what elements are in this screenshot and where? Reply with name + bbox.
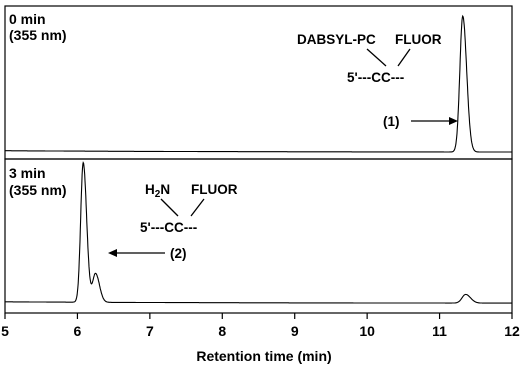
x-tick-label: 6 bbox=[74, 323, 82, 339]
bottom-left-group-label: H2N bbox=[145, 182, 170, 200]
x-tick-label: 9 bbox=[291, 323, 299, 339]
trace-0-min bbox=[5, 14, 512, 153]
x-tick-label: 5 bbox=[1, 323, 9, 339]
bottom-wavelength-label: (355 nm) bbox=[9, 182, 67, 198]
x-axis-ticks: 5 6 7 8 9 10 11 12 bbox=[1, 313, 520, 339]
top-left-group-label: DABSYL-PC bbox=[297, 32, 376, 47]
bottom-compound-label: (2) bbox=[170, 246, 187, 261]
bottom-strand-label: 5'---CC--- bbox=[140, 220, 197, 235]
bottom-arrow-head bbox=[108, 249, 117, 257]
x-tick-label: 12 bbox=[504, 323, 520, 339]
x-tick-label: 11 bbox=[432, 323, 447, 339]
bottom-right-group-label: FLUOR bbox=[191, 182, 238, 197]
x-tick-label: 7 bbox=[146, 323, 154, 339]
top-time-label: 0 min bbox=[9, 11, 46, 27]
trace-3-min bbox=[5, 161, 512, 304]
x-tick-label: 10 bbox=[359, 323, 375, 339]
top-strand-label: 5'---CC--- bbox=[347, 70, 404, 85]
x-axis-title: Retention time (min) bbox=[196, 348, 331, 364]
top-right-bond bbox=[397, 48, 411, 67]
top-compound-label: (1) bbox=[383, 114, 400, 129]
top-wavelength-label: (355 nm) bbox=[9, 27, 67, 43]
bottom-panel-frame bbox=[4, 158, 513, 314]
x-tick-label: 8 bbox=[218, 323, 226, 339]
top-left-bond bbox=[366, 48, 387, 67]
top-arrow-head bbox=[449, 117, 458, 125]
bottom-left-bond bbox=[160, 198, 179, 217]
bottom-right-bond bbox=[190, 198, 205, 217]
top-right-group-label: FLUOR bbox=[395, 32, 442, 47]
top-panel-frame bbox=[4, 5, 513, 160]
bottom-time-label: 3 min bbox=[9, 165, 46, 181]
